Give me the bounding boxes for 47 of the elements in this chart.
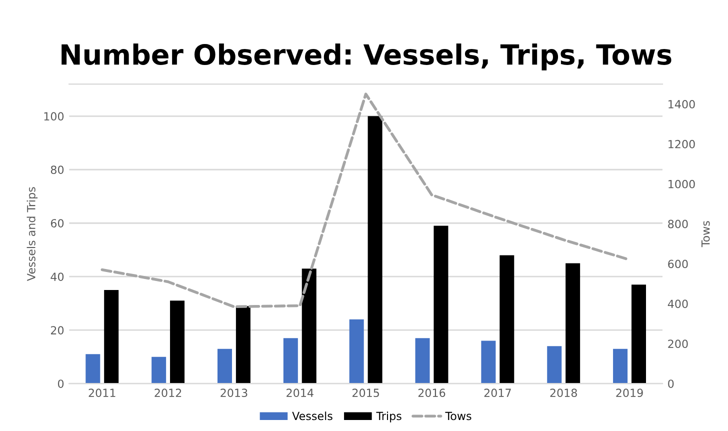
bar — [349, 319, 364, 384]
x-tick-label: 2018 — [550, 388, 577, 398]
y2-tick-label: 1200 — [668, 140, 695, 148]
y-tick-label: 40 — [50, 272, 64, 281]
legend-label: Trips — [376, 412, 402, 422]
bar — [152, 356, 166, 384]
y2-axis-title: Tows — [702, 221, 710, 248]
y-axis-title: Vessels and Trips — [26, 187, 38, 281]
bar — [302, 268, 316, 384]
y-tick-label: 80 — [50, 166, 64, 174]
x-tick-label: 2013 — [220, 388, 248, 398]
y2-tick-label: 1000 — [668, 180, 695, 188]
y2-tick-label: 600 — [668, 260, 688, 268]
y-tick-label: 100 — [44, 112, 64, 121]
x-tick-label: 2015 — [352, 388, 379, 398]
bar — [631, 284, 646, 384]
x-tick-label: 2016 — [418, 388, 446, 398]
bar — [481, 340, 496, 384]
x-tick-label: 2019 — [616, 388, 643, 398]
bar — [217, 348, 232, 384]
x-tick-label: 2012 — [154, 388, 182, 398]
bar — [368, 116, 382, 384]
bar — [613, 348, 628, 384]
y2-tick-label: 1400 — [668, 100, 695, 108]
bar — [236, 306, 250, 384]
bar — [415, 338, 430, 384]
x-tick-label: 2014 — [286, 388, 314, 398]
bar — [500, 255, 514, 384]
legend-label: Vessels — [292, 412, 332, 420]
bar — [547, 346, 562, 384]
legend-label: Tows — [445, 412, 472, 420]
y2-tick-label: 800 — [668, 220, 688, 228]
x-tick-label: 2011 — [88, 388, 116, 398]
bar — [170, 300, 185, 384]
bar — [86, 354, 100, 384]
bar — [104, 290, 119, 384]
y2-tick-label: 400 — [668, 300, 688, 308]
bar — [566, 263, 580, 384]
chart-title: Number Observed: Vessels, Trips, Tows — [62, 43, 672, 70]
y-tick-label: 0 — [58, 380, 64, 388]
y-tick-label: 20 — [50, 326, 64, 334]
y2-tick-label: 0 — [668, 380, 674, 388]
y2-tick-label: 200 — [668, 340, 688, 348]
y-tick-label: 60 — [50, 219, 64, 228]
bar — [434, 226, 448, 384]
bar — [283, 338, 298, 384]
x-tick-label: 2017 — [484, 388, 511, 398]
